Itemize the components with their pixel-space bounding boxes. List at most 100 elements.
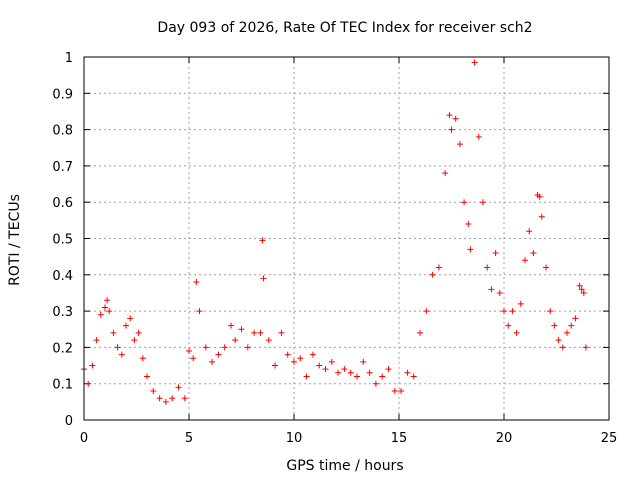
- data-point: [309, 351, 316, 358]
- data-point: [385, 366, 392, 373]
- x-tick-label: 25: [601, 431, 618, 446]
- data-point: [209, 358, 216, 365]
- y-tick-label: 0.5: [52, 233, 73, 248]
- data-point: [522, 257, 528, 264]
- data-point: [244, 344, 251, 351]
- x-tick-label: 5: [185, 431, 193, 446]
- data-point: [543, 264, 549, 271]
- data-point: [530, 250, 537, 257]
- data-point: [118, 351, 125, 358]
- data-point: [398, 387, 405, 394]
- y-tick-label: 0.6: [52, 196, 73, 211]
- data-point: [328, 358, 335, 365]
- data-point: [278, 329, 285, 336]
- data-point: [131, 337, 138, 344]
- data-point: [379, 373, 386, 380]
- data-point: [135, 329, 142, 336]
- data-point: [360, 358, 367, 365]
- data-point: [202, 344, 209, 351]
- data-point: [232, 337, 239, 344]
- data-point: [536, 193, 543, 200]
- data-point: [322, 366, 329, 373]
- plot-frame: [83, 56, 610, 421]
- data-point: [265, 337, 272, 344]
- x-tick-labels: 0 5 10 15 20 25: [80, 431, 617, 446]
- y-tick-label: 0.2: [52, 341, 73, 356]
- data-point: [448, 126, 455, 133]
- data-point: [501, 308, 507, 315]
- y-axis-title: ROTI / TECUs: [7, 194, 23, 286]
- data-point: [190, 355, 197, 362]
- data-point: [162, 398, 169, 405]
- y-tick-label: 0.1: [52, 378, 73, 393]
- data-point: [526, 228, 533, 235]
- data-point: [580, 289, 587, 296]
- data-point: [555, 337, 562, 344]
- data-point: [471, 59, 478, 66]
- data-point: [139, 355, 146, 362]
- data-point: [538, 213, 545, 220]
- data-point: [467, 246, 474, 253]
- data-point: [93, 337, 100, 344]
- chart-title: Day 093 of 2026, Rate Of TEC Index for r…: [157, 20, 532, 36]
- data-point: [156, 395, 163, 402]
- data-point: [354, 373, 360, 380]
- data-point: [89, 362, 96, 369]
- data-point: [404, 369, 411, 376]
- x-axis-title: GPS time / hours: [286, 458, 403, 474]
- y-tick-label: 1: [65, 51, 73, 66]
- data-point: [446, 112, 453, 119]
- data-point: [547, 308, 554, 315]
- data-point: [496, 289, 503, 296]
- x-tick-label: 15: [391, 431, 408, 446]
- data-point: [410, 373, 417, 380]
- data-point: [316, 362, 323, 369]
- data-point: [104, 297, 111, 304]
- data-point: [251, 329, 258, 336]
- data-point: [442, 170, 449, 177]
- data-point: [480, 199, 486, 206]
- data-point: [568, 322, 575, 329]
- data-point: [85, 380, 92, 387]
- data-point: [259, 237, 266, 244]
- data-point: [347, 369, 354, 376]
- data-point: [221, 344, 228, 351]
- data-point: [297, 355, 304, 362]
- data-point: [272, 362, 279, 369]
- grid-lines: [84, 57, 609, 420]
- data-point: [238, 326, 245, 333]
- data-point: [169, 395, 176, 402]
- y-tick-label: 0.3: [52, 305, 73, 320]
- data-point: [513, 329, 520, 336]
- data-point: [97, 311, 104, 318]
- data-point: [366, 369, 373, 376]
- data-point: [193, 279, 200, 286]
- data-point: [452, 115, 459, 122]
- data-point: [175, 384, 182, 391]
- data-point: [576, 282, 583, 289]
- data-point: [102, 304, 108, 311]
- data-point: [391, 387, 398, 394]
- data-point: [291, 358, 297, 365]
- data-points: [81, 59, 589, 405]
- data-point: [114, 344, 121, 351]
- data-point: [488, 286, 495, 293]
- x-tick-label: 0: [80, 431, 88, 446]
- data-point: [475, 133, 482, 140]
- y-tick-label: 0.9: [52, 87, 73, 102]
- data-point: [284, 351, 291, 358]
- y-tick-label: 0: [65, 414, 73, 429]
- data-point: [551, 322, 558, 329]
- data-point: [509, 308, 516, 315]
- data-point: [517, 300, 524, 307]
- data-point: [456, 141, 463, 148]
- data-point: [572, 315, 579, 322]
- data-point: [564, 329, 570, 336]
- data-point: [484, 264, 491, 271]
- data-point: [150, 387, 157, 394]
- data-point: [435, 264, 442, 271]
- data-point: [429, 271, 436, 278]
- data-point: [303, 373, 310, 380]
- data-point: [417, 329, 423, 336]
- data-point: [335, 369, 342, 376]
